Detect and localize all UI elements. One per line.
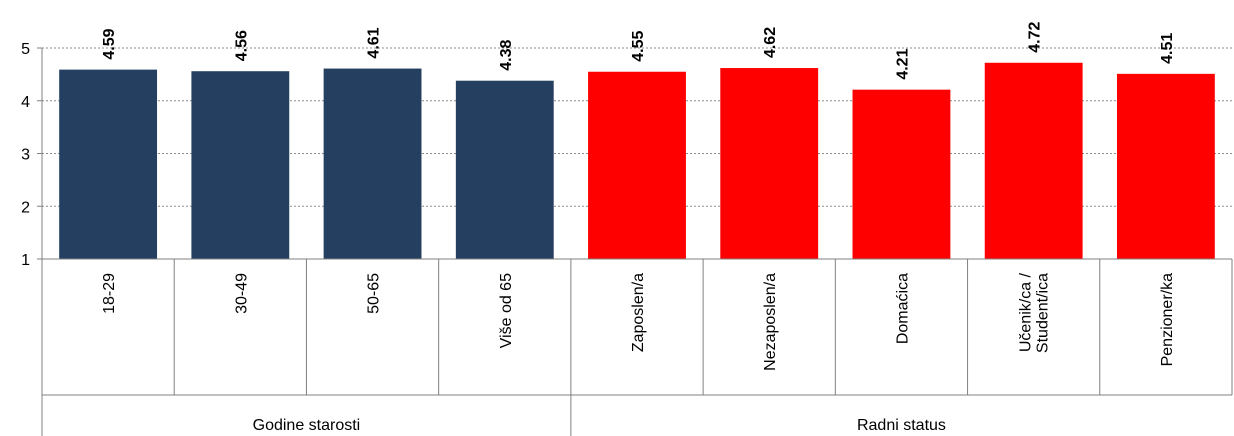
data-label: 4.51 [1159,33,1176,64]
data-label: 4.62 [762,27,779,58]
bar [59,69,158,259]
data-label: 4.38 [498,39,515,70]
y-tick-label: 3 [21,147,30,164]
category-label: Više od 65 [498,273,515,348]
group-label: Radni status [857,417,946,434]
bar [455,80,554,259]
y-tick-label: 1 [21,252,30,269]
y-tick-label: 2 [21,199,30,216]
category-label: 30-49 [233,273,250,314]
category-label: Učenik/ca /Student/ica [1018,272,1052,353]
data-label: 4.61 [366,27,383,58]
category-label: Penzioner/ka [1159,273,1176,366]
group-label: Godine starosti [253,417,361,434]
data-label: 4.56 [233,30,250,61]
category-label: 50-65 [366,273,383,314]
bar [323,68,422,259]
y-tick-label: 4 [21,94,30,111]
bar [984,62,1083,259]
y-tick-label: 5 [21,41,30,58]
bar [720,68,819,259]
bar [852,89,951,259]
bar [191,71,290,260]
category-label: Nezaposlen/a [762,273,779,371]
data-label: 4.55 [630,30,647,61]
data-label: 4.21 [894,48,911,79]
category-label: Domaćica [894,273,911,344]
data-label: 4.59 [101,28,118,59]
category-label: 18-29 [101,273,118,314]
category-label: Zaposlen/a [630,273,647,352]
bar [588,71,686,259]
bar [1116,73,1215,259]
data-label: 4.72 [1027,22,1044,53]
